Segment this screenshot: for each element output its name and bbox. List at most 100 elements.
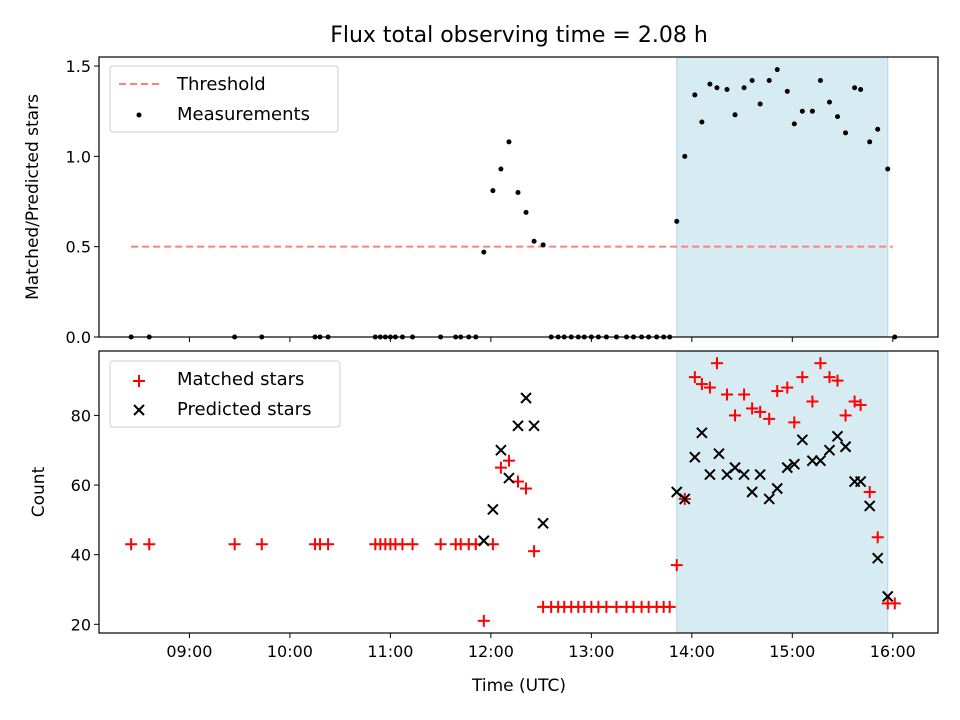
matched-star-point <box>888 597 901 610</box>
measurement-point <box>506 139 512 145</box>
predicted-star-point <box>771 482 783 495</box>
measurement-point <box>498 166 504 172</box>
x-tick-label: 13:00 <box>568 642 614 661</box>
predicted-star-point <box>796 434 809 446</box>
matched-star-point <box>871 531 884 544</box>
measurement-point <box>766 77 772 83</box>
predicted-star-point <box>729 461 741 474</box>
measurement-point <box>481 249 487 255</box>
measurement-point <box>732 112 738 118</box>
predicted-star-point <box>520 392 532 404</box>
count-axis-ticks: 20 40 60 80 09:00 10:00 11:00 12:00 13:00 14:00 15… <box>71 406 916 661</box>
legend-measurements-label: Measurements <box>177 104 310 125</box>
matched-star-point <box>125 538 138 551</box>
predicted-star-point <box>882 590 894 603</box>
count-observing-window <box>676 350 889 634</box>
predicted-star-point <box>679 493 691 505</box>
matched-star-point <box>729 409 742 422</box>
x-tick-label: 15:00 <box>769 642 815 661</box>
legend-threshold-label: Threshold <box>176 74 266 95</box>
predicted-star-point <box>781 461 793 474</box>
measurement-point <box>835 114 841 120</box>
predicted-star-point <box>823 444 836 456</box>
matched-star-point <box>796 371 809 384</box>
predicted-star-point <box>689 451 701 463</box>
ratio-y-axis-label: Matched/Predicted stars <box>23 94 43 300</box>
x-tick-label: 11:00 <box>367 642 413 661</box>
measurement-point <box>817 77 823 83</box>
ratio-observing-window <box>676 56 889 338</box>
matched-star-point <box>511 475 524 488</box>
y-tick-label: 1.5 <box>66 57 91 76</box>
predicted-star-point <box>763 493 775 505</box>
predicted-star-point <box>738 468 750 481</box>
y-tick-label: 40 <box>71 546 91 565</box>
measurement-point <box>490 188 496 194</box>
measurement-point <box>682 153 688 159</box>
y-tick-label: 1.0 <box>66 147 91 166</box>
matched-star-point <box>814 357 827 370</box>
ratio-panel: 0.0 0.5 1.0 1.5 Matched/Predicted stars Thr… <box>23 56 939 347</box>
matched-star-point <box>322 538 335 551</box>
matched-star-point <box>695 378 708 391</box>
matched-star-point <box>528 545 541 558</box>
matched-star-point <box>763 412 776 425</box>
predicted-star-point <box>503 472 515 484</box>
matched-star-point <box>396 538 409 551</box>
matched-star-point <box>600 600 613 613</box>
measurement-point <box>867 139 873 145</box>
measurement-point <box>707 81 713 87</box>
measurement-points <box>128 67 898 340</box>
ratio-plot-frame <box>98 56 939 338</box>
matched-star-point <box>703 381 716 394</box>
measurement-point <box>791 121 797 127</box>
predicted-star-point <box>872 552 884 564</box>
y-tick-label: 60 <box>71 476 91 495</box>
y-tick-label: 0.0 <box>66 328 91 347</box>
measurement-point <box>826 99 832 105</box>
matched-star-point <box>143 538 156 551</box>
measurement-point <box>692 92 698 98</box>
count-panel: 20 40 60 80 09:00 10:00 11:00 12:00 13:00 14:00 15… <box>29 350 939 696</box>
y-tick-label: 20 <box>71 615 91 634</box>
count-plot-frame <box>98 350 939 634</box>
predicted-star-point <box>704 468 716 481</box>
measurement-point <box>540 242 546 248</box>
matched-star-point <box>848 395 861 408</box>
measurement-point <box>714 85 720 91</box>
predicted-star-point <box>478 535 490 547</box>
predicted-star-point <box>863 500 876 512</box>
predicted-star-point <box>713 447 725 460</box>
matched-star-point <box>738 388 751 401</box>
matched-star-point <box>788 416 801 429</box>
legend-matched-label: Matched stars <box>177 369 304 390</box>
predicted-star-point <box>814 454 827 467</box>
predicted-star-point <box>831 430 844 443</box>
predicted-star-points <box>478 392 894 603</box>
measurement-point <box>724 87 730 93</box>
measurement-point <box>799 108 805 114</box>
predicted-star-point <box>528 420 540 432</box>
legend-predicted-swatch <box>133 404 145 416</box>
matched-star-point <box>502 454 515 467</box>
matched-star-point <box>494 461 507 474</box>
predicted-star-point <box>696 427 708 439</box>
legend-measurements-swatch <box>136 112 142 118</box>
predicted-star-point <box>788 458 801 470</box>
matched-star-point <box>781 381 794 394</box>
measurement-point <box>843 130 849 136</box>
predicted-star-point <box>495 444 507 456</box>
measurement-point <box>858 87 864 93</box>
matched-star-point <box>610 600 623 613</box>
x-tick-label: 09:00 <box>166 642 212 661</box>
measurement-point <box>809 108 815 114</box>
matched-star-point <box>520 482 533 495</box>
predicted-star-point <box>487 503 499 516</box>
matched-star-point <box>823 371 836 384</box>
matched-star-point <box>406 538 419 551</box>
matched-star-points <box>125 357 901 627</box>
legend-matched-swatch <box>133 375 145 387</box>
matched-star-point <box>771 385 784 398</box>
chart-title: Flux total observing time = 2.08 h <box>330 23 708 48</box>
